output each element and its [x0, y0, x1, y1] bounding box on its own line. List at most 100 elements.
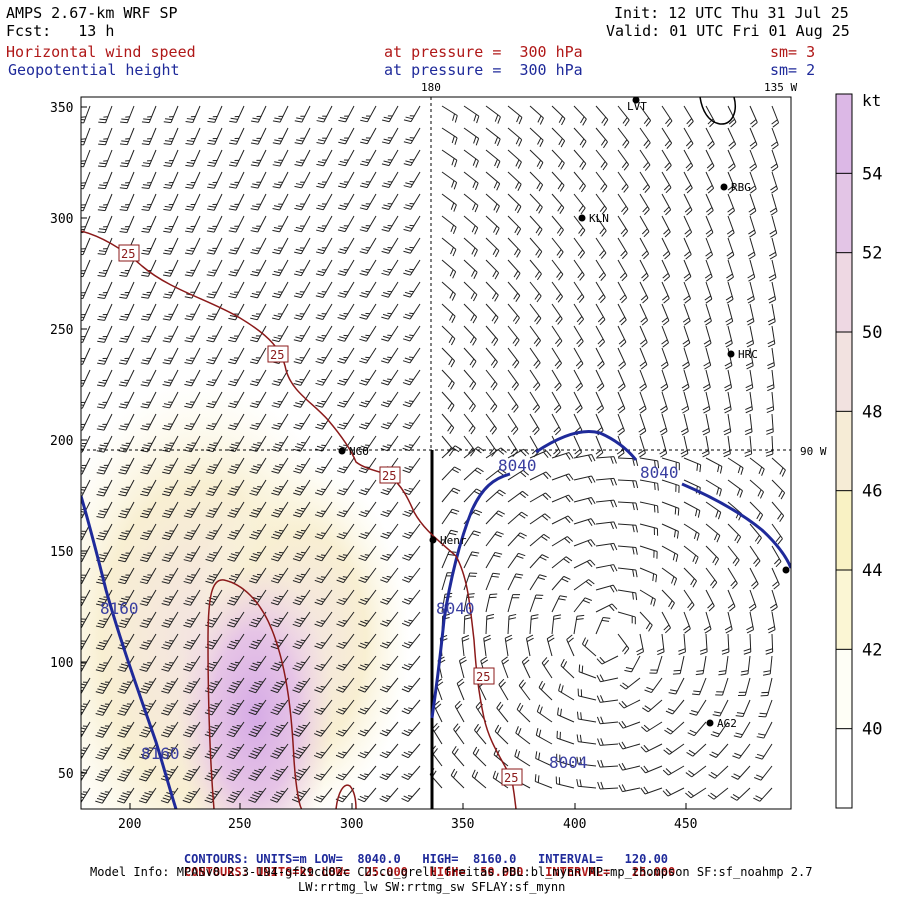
wind-barb: [97, 259, 113, 277]
wind-barb: [81, 655, 91, 672]
wind-barb: [639, 611, 653, 632]
wind-barb: [228, 171, 245, 189]
wind-barb: [770, 171, 778, 194]
wind-barb: [337, 325, 355, 342]
wind-barb: [315, 237, 333, 255]
wind-barb: [358, 633, 377, 649]
wind-barb: [337, 281, 355, 298]
wind-barb: [463, 303, 478, 324]
wind-barb: [227, 545, 245, 562]
wind-barb: [701, 435, 710, 458]
wind-barb: [228, 303, 245, 321]
wind-barb: [638, 391, 647, 414]
wind-barb: [249, 523, 267, 540]
wind-barb: [659, 413, 668, 436]
wind-barb: [381, 215, 399, 232]
wind-barb: [271, 457, 289, 474]
wind-barb: [336, 633, 355, 649]
wind-barb: [485, 572, 501, 591]
wind-barb: [661, 105, 673, 127]
wind-barb: [381, 171, 399, 189]
wind-barb: [699, 633, 708, 655]
wind-barb: [249, 545, 267, 562]
wind-barb: [573, 193, 586, 215]
wind-barb: [401, 677, 421, 693]
x-tick-label: 300: [340, 817, 363, 832]
height-contour-8160: [81, 495, 178, 809]
wind-speed-max: [177, 565, 333, 809]
wind-barb: [744, 435, 753, 458]
wind-barb: [474, 723, 487, 745]
wind-barb: [139, 633, 157, 650]
wind-barb: [359, 149, 377, 167]
wind-barb: [139, 655, 157, 672]
wind-barb: [139, 677, 157, 694]
valid-time: Valid: 01 UTC Fri 01 Aug 25: [606, 22, 850, 40]
wind-barb: [660, 369, 669, 392]
wind-barb: [249, 567, 267, 584]
wind-barb: [557, 707, 575, 723]
wind-barb: [661, 237, 671, 260]
wind-barb: [293, 413, 311, 430]
wind-barb: [595, 149, 608, 171]
wind-barb: [140, 347, 157, 365]
wind-barb: [119, 171, 135, 190]
wind-barb: [161, 611, 179, 628]
wind-barb: [578, 664, 597, 679]
wind-barb: [463, 551, 480, 569]
wind-barb: [617, 237, 628, 260]
wind-barb: [271, 303, 289, 321]
wind-barb: [507, 281, 521, 302]
wind-barb: [357, 699, 377, 715]
wind-barb: [357, 721, 377, 737]
wind-barb: [485, 259, 500, 280]
wind-barb: [595, 584, 618, 593]
wind-barb: [248, 721, 267, 738]
wind-barb: [686, 743, 707, 757]
wind-barb: [661, 281, 670, 304]
wind-barb: [139, 545, 157, 563]
wind-barb: [660, 347, 669, 370]
wind-barb: [504, 634, 513, 657]
wind-barb: [161, 633, 179, 650]
wind-barb: [682, 347, 690, 370]
y-tick-label: 50: [58, 767, 74, 782]
y-tick-label: 100: [50, 656, 73, 671]
wind-barb: [379, 699, 399, 715]
wind-barb: [293, 435, 311, 452]
wind-barb: [494, 724, 509, 745]
wind-barb: [727, 567, 738, 590]
wind-barb: [182, 787, 201, 804]
wind-barb: [727, 457, 744, 475]
wind-barb: [441, 347, 456, 368]
colorbar-swatch: [836, 173, 852, 254]
wind-barb: [226, 633, 245, 650]
wind-barb: [226, 655, 245, 672]
wind-barb: [529, 281, 542, 303]
wind-barb: [316, 105, 333, 123]
wind-barb: [767, 611, 776, 634]
wind-barb: [162, 457, 179, 475]
wind-barb: [358, 655, 377, 671]
height-contour-8040-east: [681, 482, 791, 569]
wind-barb: [617, 545, 638, 555]
height-contour-8040-north: [535, 430, 638, 461]
wind-barb: [678, 633, 686, 655]
wind-barb: [81, 721, 91, 738]
wind-barb: [665, 699, 685, 715]
wind-barb: [463, 572, 478, 591]
wind-barb: [573, 149, 587, 170]
wind-barb: [749, 567, 759, 590]
wind-barb: [748, 589, 757, 612]
stations: LVT RBG KLN HRC NGO Henr AG2: [338, 96, 790, 730]
wind-barb: [379, 655, 399, 671]
wind-barb: [382, 105, 399, 123]
wind-barb: [403, 149, 421, 166]
wind-barb: [595, 477, 618, 486]
speed-contour-25-south: [335, 784, 357, 809]
wind-barb: [248, 765, 267, 781]
map-field: [81, 97, 791, 809]
wind-barb: [293, 391, 311, 408]
wind-barb: [551, 515, 574, 525]
wind-barb: [704, 281, 713, 304]
